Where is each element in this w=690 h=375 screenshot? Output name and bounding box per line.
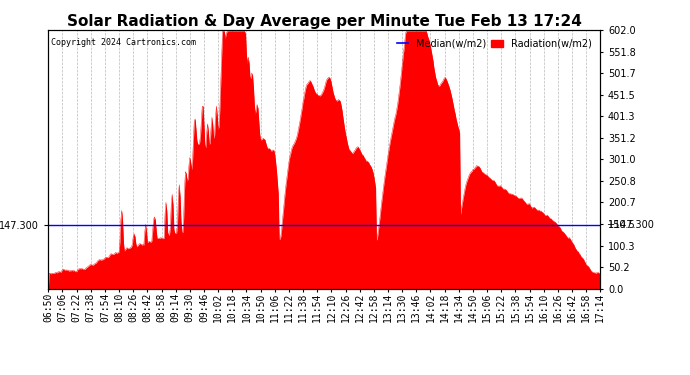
Text: Copyright 2024 Cartronics.com: Copyright 2024 Cartronics.com bbox=[51, 38, 196, 47]
Title: Solar Radiation & Day Average per Minute Tue Feb 13 17:24: Solar Radiation & Day Average per Minute… bbox=[67, 14, 582, 29]
Text: +147.300: +147.300 bbox=[606, 220, 653, 231]
Legend: Median(w/m2), Radiation(w/m2): Median(w/m2), Radiation(w/m2) bbox=[393, 35, 595, 52]
